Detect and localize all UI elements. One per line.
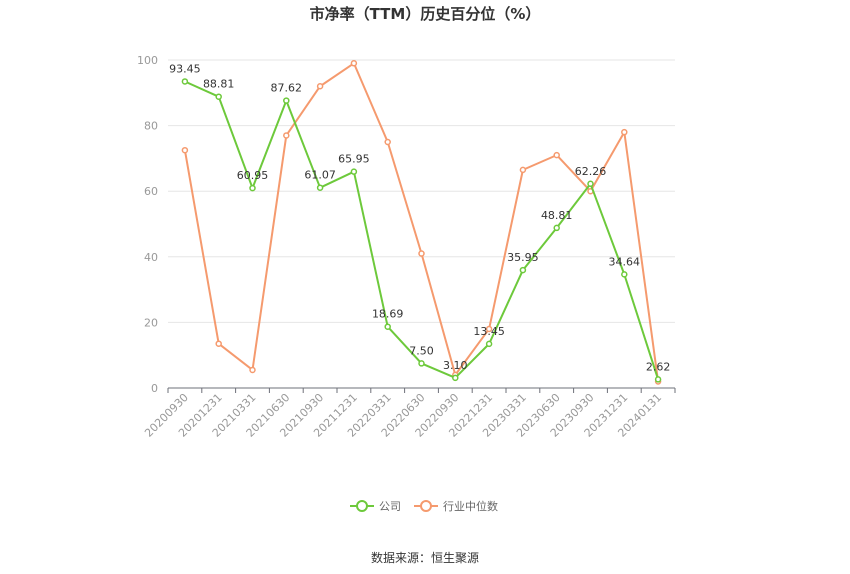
data-label: 2.62	[646, 360, 671, 373]
legend-swatch-marker	[420, 500, 432, 512]
data-label: 88.81	[203, 78, 235, 91]
data-point[interactable]	[553, 151, 560, 159]
series	[181, 60, 662, 385]
data-point[interactable]	[249, 184, 256, 192]
data-label: 62.26	[575, 165, 607, 178]
data-point[interactable]	[418, 250, 425, 257]
data-point[interactable]	[384, 323, 391, 330]
data-point[interactable]	[519, 166, 527, 174]
data-point[interactable]	[587, 180, 594, 188]
data-label: 34.64	[609, 255, 641, 268]
data-point[interactable]	[452, 374, 459, 382]
data-point[interactable]	[384, 138, 391, 146]
legend-label: 行业中位数	[443, 499, 498, 513]
data-point[interactable]	[181, 146, 189, 154]
data-label: 7.50	[409, 344, 434, 357]
legend-swatch-marker	[356, 500, 368, 512]
data-point[interactable]	[249, 366, 256, 374]
series-line	[183, 62, 660, 382]
legend-item[interactable]: 公司	[350, 500, 401, 513]
data-point[interactable]	[485, 325, 493, 333]
grid	[168, 59, 675, 323]
data-point[interactable]	[654, 376, 662, 383]
legend-item[interactable]: 行业中位数	[414, 499, 498, 513]
y-tick-label: 40	[144, 251, 158, 264]
y-tick-label: 0	[151, 382, 158, 395]
data-point[interactable]	[519, 266, 527, 274]
y-tick-label: 80	[144, 120, 158, 133]
legend[interactable]: 公司 行业中位数	[350, 499, 498, 513]
data-point[interactable]	[621, 128, 628, 136]
data-label: 65.95	[338, 153, 370, 166]
chart-title: 市净率（TTM）历史百分位（%）	[310, 5, 541, 23]
source-text: 数据来源：恒生聚源	[371, 550, 479, 565]
data-label: 3.10	[443, 359, 468, 372]
axes: 0204060801002020093020201231202103312021…	[137, 54, 676, 440]
data-point[interactable]	[215, 93, 222, 100]
data-label: 13.45	[473, 325, 505, 338]
legend-label: 公司	[379, 500, 401, 513]
y-tick-label: 100	[137, 54, 158, 67]
data-point[interactable]	[350, 168, 358, 175]
data-point[interactable]	[316, 82, 324, 90]
data-point[interactable]	[283, 132, 290, 139]
data-point[interactable]	[350, 60, 358, 67]
data-label: 60.95	[237, 169, 269, 182]
data-label: 87.62	[271, 82, 303, 95]
data-point[interactable]	[215, 340, 222, 347]
data-point[interactable]	[485, 340, 493, 348]
data-point[interactable]	[553, 224, 560, 232]
data-label: 18.69	[372, 308, 404, 321]
data-label: 61.07	[304, 169, 336, 182]
data-label: 93.45	[169, 62, 201, 75]
data-label: 35.95	[507, 251, 539, 264]
data-point[interactable]	[316, 184, 324, 191]
data-point[interactable]	[418, 360, 425, 367]
data-point[interactable]	[621, 271, 628, 278]
data-label: 48.81	[541, 209, 573, 222]
y-tick-label: 20	[144, 316, 158, 329]
data-point[interactable]	[181, 78, 189, 85]
y-tick-label: 60	[144, 185, 158, 198]
series-line	[184, 80, 660, 380]
data-point[interactable]	[283, 97, 290, 104]
